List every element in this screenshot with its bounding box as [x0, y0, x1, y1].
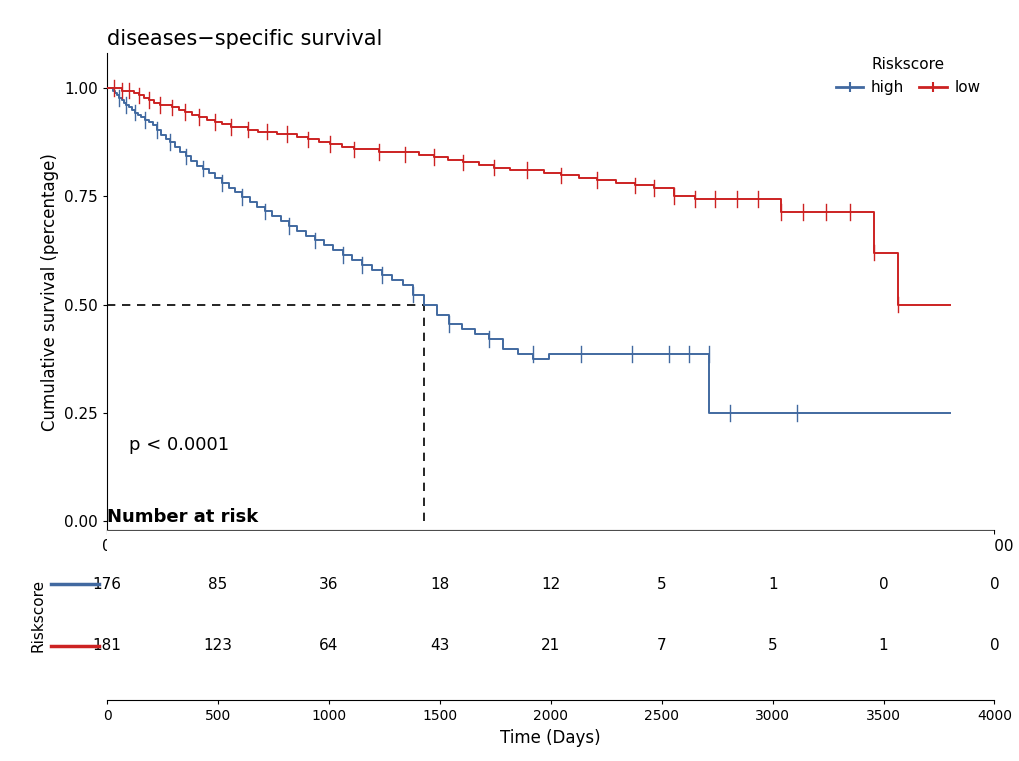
Y-axis label: Cumulative survival (percentage): Cumulative survival (percentage) — [41, 153, 59, 431]
Text: 64: 64 — [319, 638, 338, 653]
Text: Number at risk: Number at risk — [107, 508, 258, 527]
Text: 0: 0 — [878, 577, 888, 592]
Text: 18: 18 — [430, 577, 449, 592]
Text: 21: 21 — [541, 638, 559, 653]
Text: diseases−specific survival: diseases−specific survival — [107, 29, 382, 49]
Text: 85: 85 — [208, 577, 227, 592]
Text: 176: 176 — [93, 577, 121, 592]
Text: 36: 36 — [319, 577, 338, 592]
Text: p < 0.0001: p < 0.0001 — [129, 436, 229, 454]
Text: 1: 1 — [878, 638, 888, 653]
X-axis label: Time (Days): Time (Days) — [500, 729, 600, 747]
Text: 123: 123 — [204, 638, 232, 653]
Text: 1: 1 — [767, 577, 776, 592]
Text: 181: 181 — [93, 638, 121, 653]
Text: 7: 7 — [656, 638, 665, 653]
Text: 5: 5 — [767, 638, 776, 653]
Text: 12: 12 — [541, 577, 559, 592]
Text: Riskscore: Riskscore — [31, 578, 46, 651]
Text: 5: 5 — [656, 577, 665, 592]
Text: 0: 0 — [988, 638, 999, 653]
Text: 43: 43 — [430, 638, 449, 653]
Text: 0: 0 — [988, 577, 999, 592]
Legend: high, low: high, low — [828, 52, 986, 101]
X-axis label: Time (Days): Time (Days) — [500, 559, 600, 578]
